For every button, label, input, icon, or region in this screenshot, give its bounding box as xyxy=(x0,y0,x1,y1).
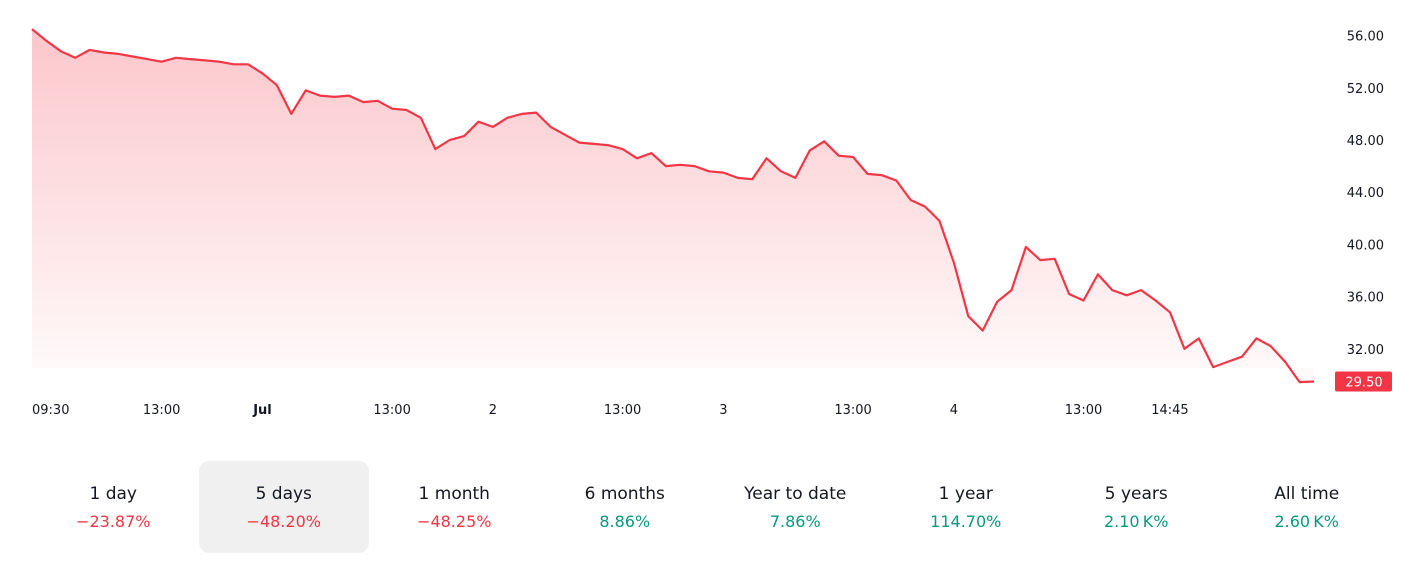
x-tick-label: 09:30 xyxy=(32,403,69,418)
period-6-months[interactable]: 6 months 8.86% xyxy=(540,461,711,553)
x-tick-label: 2 xyxy=(489,403,497,418)
x-tick-label: 13:00 xyxy=(1065,403,1102,418)
period-label: 1 month xyxy=(418,483,490,504)
y-tick-label: 56.00 xyxy=(1347,30,1384,45)
price-line xyxy=(31,28,1315,384)
x-tick-label: 13:00 xyxy=(834,403,871,418)
period-change: 2.60 K% xyxy=(1274,511,1339,531)
period-year-to-date[interactable]: Year to date 7.86% xyxy=(710,461,881,553)
period-all-time[interactable]: All time 2.60 K% xyxy=(1222,461,1393,553)
y-tick-label: 48.00 xyxy=(1347,134,1384,149)
period-5-years[interactable]: 5 years 2.10 K% xyxy=(1051,461,1222,553)
period-5-days[interactable]: 5 days −48.20% xyxy=(198,461,369,553)
period-label: 1 day xyxy=(89,483,138,504)
x-tick-label: 13:00 xyxy=(143,403,180,418)
period-change: 7.86% xyxy=(769,511,821,531)
period-label: 5 years xyxy=(1104,483,1168,504)
y-axis: 56.00 52.00 48.00 44.00 40.00 36.00 32.00 xyxy=(1347,30,1384,358)
x-tick-label: 4 xyxy=(950,403,958,418)
price-area-fill xyxy=(32,29,1314,383)
y-tick-label: 32.00 xyxy=(1347,343,1384,358)
period-label: 1 year xyxy=(938,483,993,504)
y-tick-label: 40.00 xyxy=(1347,238,1384,253)
x-tick-label: 14:45 xyxy=(1151,403,1188,418)
x-tick-label: 13:00 xyxy=(373,403,410,418)
y-tick-label: 44.00 xyxy=(1347,186,1384,201)
last-price-label: 29.50 xyxy=(1345,376,1382,391)
period-1-year[interactable]: 1 year 114.70% xyxy=(881,461,1052,553)
period-selector: 1 day −23.87% 5 days −48.20% 1 month −48… xyxy=(28,461,1392,553)
period-label: 5 days xyxy=(255,483,312,504)
period-1-day[interactable]: 1 day −23.87% xyxy=(28,461,199,553)
x-axis: 09:30 13:00 Jul 13:00 2 13:00 3 13:00 4 13:00 14:4… xyxy=(32,403,1189,418)
period-1-month[interactable]: 1 month −48.25% xyxy=(369,461,540,553)
period-change: 8.86% xyxy=(599,511,651,531)
period-label: All time xyxy=(1274,483,1340,504)
period-change: 114.70% xyxy=(930,511,1002,531)
period-change: −23.87% xyxy=(76,511,151,531)
last-price-tag: 29.50 xyxy=(1335,371,1392,392)
x-tick-label: 3 xyxy=(719,403,727,418)
y-tick-label: 36.00 xyxy=(1347,291,1384,306)
period-label: Year to date xyxy=(744,483,847,504)
period-label: 6 months xyxy=(584,483,665,504)
y-tick-label: 52.00 xyxy=(1347,82,1384,97)
period-change: −48.25% xyxy=(417,511,492,531)
x-tick-label: Jul xyxy=(252,403,272,418)
period-change: 2.10 K% xyxy=(1103,511,1169,531)
x-tick-label: 13:00 xyxy=(604,403,641,418)
period-change: −48.20% xyxy=(246,511,321,531)
price-chart[interactable]: 56.00 52.00 48.00 44.00 40.00 36.00 32.00 09:3… xyxy=(0,0,1420,440)
